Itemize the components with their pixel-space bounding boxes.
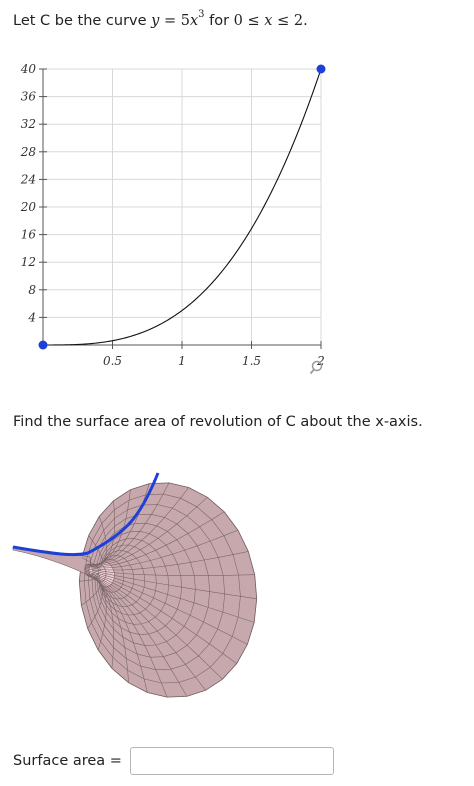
y-tick-label: 12 bbox=[21, 255, 36, 269]
answer-row: Surface area = bbox=[13, 746, 334, 776]
curve-equation: y = 5x3 bbox=[151, 9, 205, 29]
question-text: Find the surface area of revolution of C… bbox=[13, 414, 423, 430]
endpoint bbox=[316, 64, 326, 74]
surface-meridian bbox=[92, 570, 257, 600]
surface-meridian bbox=[85, 573, 115, 669]
surface-of-revolution-image bbox=[12, 472, 258, 698]
surface-meridian bbox=[87, 482, 170, 565]
answer-label: Surface area = bbox=[13, 753, 122, 769]
endpoints bbox=[38, 64, 326, 350]
prompt-text: Let C be the curve bbox=[13, 12, 147, 29]
tick-marks bbox=[39, 68, 322, 349]
surface-meridian bbox=[88, 575, 188, 697]
surface-meridian bbox=[90, 574, 223, 680]
surface-meridian bbox=[88, 487, 189, 566]
surface-meridian bbox=[90, 511, 225, 567]
zoom-icon[interactable] bbox=[309, 360, 323, 375]
y-tick-label: 8 bbox=[28, 283, 36, 297]
surface-curve bbox=[12, 472, 160, 557]
surface-area-input[interactable] bbox=[129, 747, 334, 775]
y-tick-label: 28 bbox=[20, 145, 37, 159]
surface-meridian bbox=[91, 551, 249, 571]
x-tick-label: 1 bbox=[178, 354, 186, 368]
surface-meridian bbox=[87, 575, 168, 698]
y-tick-label: 36 bbox=[21, 90, 37, 104]
prompt-for: for bbox=[209, 12, 230, 29]
surface-mesh bbox=[12, 482, 258, 698]
surface-meridian bbox=[91, 571, 255, 623]
y-tick-label: 16 bbox=[21, 228, 37, 242]
grid-lines bbox=[42, 68, 322, 346]
curve-line bbox=[43, 68, 322, 346]
surface-meridian bbox=[79, 569, 101, 582]
surface-meridian bbox=[91, 573, 237, 664]
surface-meridian bbox=[84, 571, 103, 629]
problem-statement: Let C be the curve y = 5x3 for 0 ≤ x ≤ 2… bbox=[13, 6, 308, 32]
surface-meridian bbox=[89, 497, 208, 566]
x-tick-label: 2 bbox=[316, 354, 325, 368]
surface-meridian bbox=[81, 570, 101, 606]
y-tick-label: 32 bbox=[21, 117, 36, 131]
surface-meridian bbox=[91, 572, 248, 645]
x-tick-label: 0.5 bbox=[103, 354, 122, 368]
surface-meridian bbox=[91, 569, 255, 576]
x-tick-label: 1.5 bbox=[242, 354, 261, 368]
surface-meridian bbox=[91, 529, 239, 569]
domain-inequality: 0 ≤ x ≤ 2. bbox=[233, 12, 308, 29]
y-tick-label: 40 bbox=[20, 62, 37, 76]
y-tick-label: 4 bbox=[27, 310, 36, 324]
y-tick-label: 20 bbox=[20, 200, 37, 214]
surface-meridian bbox=[89, 575, 206, 691]
y-tick-label: 24 bbox=[20, 172, 36, 186]
endpoint bbox=[38, 340, 48, 350]
